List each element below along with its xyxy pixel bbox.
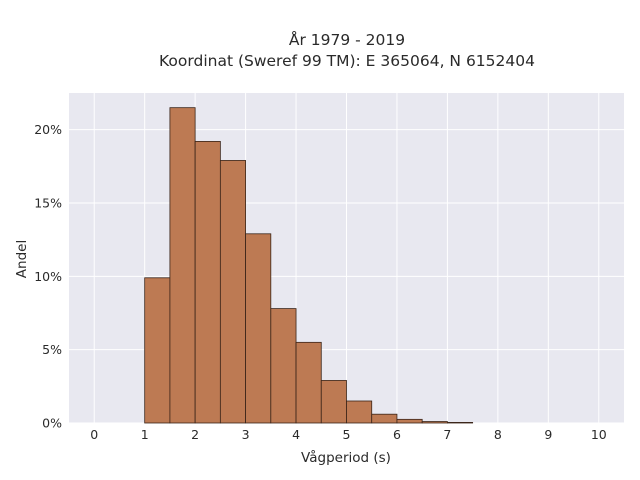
x-tick-label: 10 [591, 427, 607, 442]
chart-title-line1: År 1979 - 2019 [289, 30, 405, 49]
histogram-bar [270, 308, 297, 424]
histogram-bar [320, 380, 347, 424]
x-tick-label: 9 [544, 427, 552, 442]
x-tick-label: 3 [242, 427, 250, 442]
histogram-bar [447, 422, 474, 424]
x-tick-label: 7 [443, 427, 451, 442]
x-tick-label: 0 [90, 427, 98, 442]
y-tick-label: 15% [34, 196, 62, 211]
histogram-bar [295, 341, 322, 424]
x-tick-labels: 0 1 2 3 4 5 6 7 8 9 10 [90, 427, 607, 442]
histogram-bar [245, 233, 272, 424]
x-axis-label: Vågperiod (s) [301, 449, 391, 466]
y-tick-labels: 0% 5% 10% 15% 20% [34, 122, 62, 430]
chart-title-line2: Koordinat (Sweref 99 TM): E 365064, N 61… [159, 52, 535, 70]
bars [144, 107, 474, 424]
histogram-bar [194, 140, 221, 424]
x-tick-label: 6 [393, 427, 401, 442]
x-tick-label: 5 [343, 427, 351, 442]
histogram-bar [219, 160, 246, 424]
histogram-bar [346, 400, 373, 424]
x-tick-label: 4 [292, 427, 300, 442]
histogram-bar [371, 413, 398, 424]
x-tick-label: 8 [494, 427, 502, 442]
histogram-bar [396, 418, 423, 424]
y-axis-label: Andel [14, 240, 30, 278]
y-tick-label: 5% [42, 342, 62, 357]
y-tick-label: 20% [34, 122, 62, 137]
histogram-bar [144, 277, 171, 424]
y-tick-label: 0% [42, 416, 62, 431]
histogram-bar [421, 421, 448, 424]
x-tick-label: 2 [191, 427, 199, 442]
histogram-bar [169, 107, 196, 424]
y-tick-label: 10% [34, 269, 62, 284]
x-tick-label: 1 [141, 427, 149, 442]
